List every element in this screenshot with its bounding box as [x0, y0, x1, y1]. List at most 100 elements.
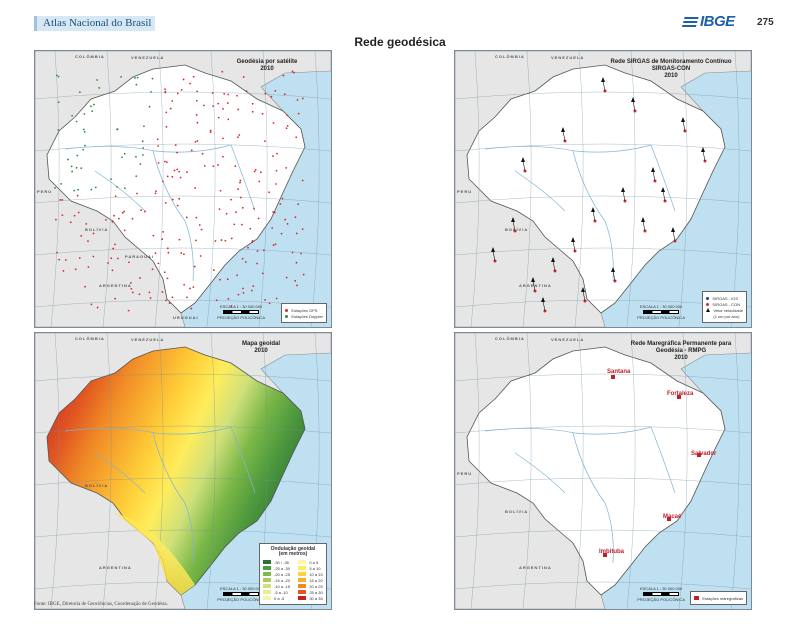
- scale-text: ESCALA 1 : 30 000 000: [219, 586, 263, 591]
- station-dot: [58, 258, 61, 261]
- station-dot: [273, 211, 276, 214]
- velocity-arrowhead: [671, 227, 675, 232]
- station-dot: [237, 108, 240, 111]
- graticule-line: [730, 333, 740, 609]
- station-dot: [286, 125, 289, 127]
- station-dot: [164, 88, 166, 91]
- station-dot: [183, 283, 186, 286]
- station-dot: [74, 268, 77, 271]
- station-label-salvador: Salvador: [691, 451, 717, 457]
- station-dot: [239, 181, 241, 184]
- graticule-line: [35, 529, 331, 538]
- legend-label: -10 a -15: [274, 583, 291, 589]
- legend-swatch: [298, 590, 307, 594]
- velocity-vector: [702, 150, 706, 162]
- station-dot: [198, 224, 201, 226]
- graticule-line: [470, 51, 480, 327]
- station-dot: [268, 191, 271, 194]
- panel-title: Mapa geoidal 2010: [221, 341, 301, 355]
- velocity-vector: [512, 220, 516, 232]
- station-dot: [178, 197, 181, 200]
- river-line: [64, 144, 232, 153]
- station-dot: [237, 293, 240, 296]
- legend-item: 0 a -5: [263, 595, 290, 601]
- panel-title: Rede Maregráfica Permanente para Geodési…: [621, 341, 741, 362]
- velocity-vector: [662, 190, 666, 202]
- velocity-vector: [492, 250, 496, 262]
- station-dot: [301, 97, 304, 100]
- station-label-macae: Macaé: [663, 514, 682, 520]
- map-panel-tide: Rede Maregráfica Permanente para Geodési…: [454, 332, 752, 610]
- velocity-vector: [552, 260, 556, 272]
- station-dot: [249, 227, 252, 230]
- station-dot: [98, 87, 101, 89]
- station-dot: [168, 302, 171, 304]
- station-dot: [60, 182, 63, 185]
- ibge-logo-text: IBGE: [700, 13, 735, 30]
- station-dot: [76, 154, 79, 157]
- country-label-argentina: ARGENTINA: [519, 565, 552, 570]
- station-dot: [235, 211, 237, 214]
- legend-swatch: [263, 596, 271, 600]
- velocity-arrowhead: [531, 277, 535, 282]
- station-dot: [209, 131, 212, 133]
- scale-text: ESCALA 1 : 30 000 000: [639, 586, 683, 591]
- station-dot: [192, 75, 195, 78]
- station-dot: [142, 147, 145, 149]
- legend-item: -15 a -20: [263, 577, 290, 583]
- country-label-bolivia: BOLÍVIA: [505, 227, 529, 232]
- station-dot: [259, 171, 262, 174]
- tide-station-marker: [667, 517, 671, 521]
- velocity-arrowhead: [681, 117, 685, 122]
- country-label-colombia: COLÔMBIA: [75, 336, 105, 341]
- country-label-venezuela: VENEZUELA: [131, 55, 165, 60]
- station-dot: [90, 105, 92, 108]
- page-title: Rede geodésica: [354, 35, 446, 49]
- red-dot-icon: [285, 308, 289, 312]
- station-dot: [247, 246, 249, 249]
- station-dot: [224, 239, 227, 242]
- panel-title-text: Rede Maregráfica Permanente para Geodési…: [630, 341, 732, 354]
- station-dot: [203, 104, 205, 107]
- station-dot: [227, 118, 230, 121]
- legend-label: Estações maregráficas: [702, 595, 743, 601]
- brazil-map-geoid: [35, 333, 331, 609]
- country-label-peru: PERU: [457, 471, 473, 476]
- station-dot: [173, 169, 176, 172]
- projection-text: PROJEÇÃO POLICÔNICA: [637, 315, 685, 320]
- velocity-vector: [562, 130, 566, 142]
- graticule-line: [35, 477, 331, 486]
- station-dot: [157, 145, 160, 147]
- legend-item: 10 a 15: [298, 571, 323, 577]
- legend-item: -20 a -25: [263, 571, 290, 577]
- legend-item: (1 cm por ano): [706, 313, 743, 319]
- station-dot: [156, 138, 159, 141]
- page-number: 275: [757, 17, 774, 28]
- station-dot: [140, 209, 142, 212]
- station-dot: [293, 71, 296, 74]
- station-dot: [150, 90, 152, 93]
- station-dot: [219, 278, 221, 281]
- station-dot: [285, 276, 288, 279]
- legend-swatch: [298, 578, 307, 582]
- legend-item: Estações maregráficas: [694, 595, 743, 601]
- station-dot: [166, 175, 169, 178]
- velocity-vector: [652, 170, 656, 182]
- station-dot: [199, 255, 202, 257]
- station-dot: [92, 232, 95, 235]
- station-dot: [76, 194, 79, 197]
- graticule-line: [35, 91, 331, 100]
- station-dot: [130, 287, 133, 290]
- station-dot: [294, 216, 297, 219]
- station-dot: [300, 252, 303, 255]
- station-dot: [296, 284, 298, 287]
- velocity-vector: [642, 220, 646, 232]
- station-dot: [215, 299, 218, 302]
- station-dot: [131, 291, 134, 294]
- graticule-line: [470, 333, 480, 609]
- station-dot: [180, 252, 183, 254]
- station-dot: [116, 128, 119, 131]
- projection-text: PROJEÇÃO POLICÔNICA: [217, 597, 265, 602]
- station-dot: [64, 259, 67, 261]
- velocity-arrowhead: [551, 257, 555, 262]
